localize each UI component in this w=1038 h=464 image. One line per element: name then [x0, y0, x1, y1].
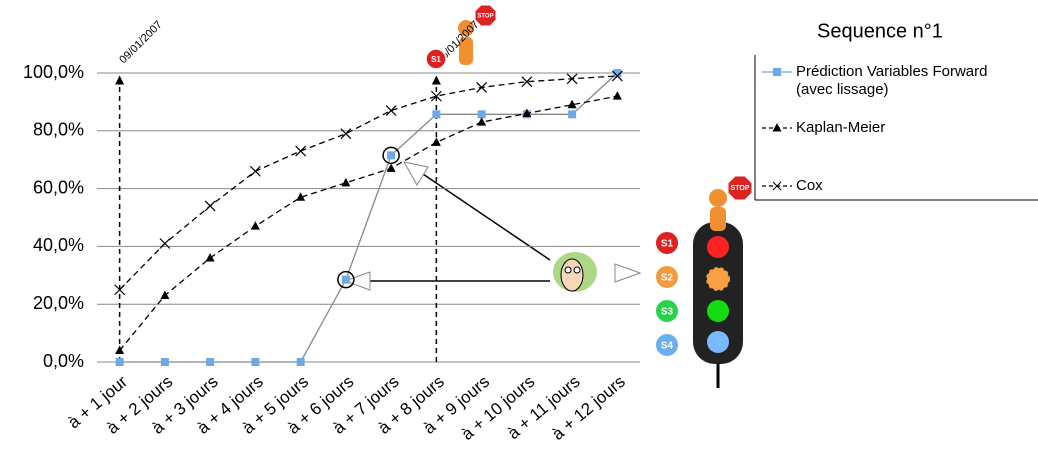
- y-tick-label: 20,0%: [33, 293, 84, 313]
- marker: [477, 110, 486, 119]
- arrow-head: [343, 271, 371, 291]
- highlight: [382, 146, 400, 165]
- legend-marker: [773, 68, 781, 76]
- series-line: [119, 72, 618, 363]
- marker: [296, 192, 306, 201]
- marker: [432, 110, 441, 119]
- legend-label: Prédiction Variables Forward (avec lissa…: [796, 63, 988, 98]
- marker: [296, 358, 305, 366]
- stop-person: STOP: [458, 4, 497, 65]
- marker: [431, 137, 441, 146]
- marker: [205, 252, 215, 262]
- face-icon: [553, 252, 597, 292]
- marker: [251, 358, 260, 366]
- marker: [521, 76, 533, 88]
- marker: [114, 284, 126, 296]
- series-line: [119, 75, 618, 291]
- pointer-arrow: [419, 171, 551, 261]
- signal-label: S1: [661, 239, 674, 250]
- signal-badge: [654, 332, 680, 358]
- signal-label: S1: [431, 55, 441, 64]
- stop-text: STOP: [477, 14, 493, 20]
- arrow-head: [614, 263, 642, 283]
- marker: [611, 70, 623, 82]
- signal-label: S2: [661, 273, 674, 284]
- annotation: 09/01/2007: [117, 19, 164, 66]
- legend-title: Sequence n°1: [817, 20, 943, 42]
- legend-label: Cox: [796, 177, 823, 194]
- marker: [568, 110, 577, 119]
- marker: [566, 73, 578, 85]
- legend-marker: [772, 123, 782, 132]
- y-tick-label: 60,0%: [33, 177, 84, 197]
- signal-badge: [654, 230, 680, 256]
- signal-label: S4: [661, 341, 674, 352]
- marker: [522, 108, 532, 117]
- marker: [249, 165, 261, 177]
- marker: [341, 177, 351, 187]
- signal-badge: [425, 48, 447, 70]
- marker: [341, 275, 350, 284]
- signal-badge: [654, 298, 680, 324]
- marker: [206, 358, 215, 366]
- arrow-head: [403, 161, 429, 186]
- marker: [115, 358, 124, 366]
- marker: [160, 290, 170, 300]
- stop-text: STOP: [731, 185, 750, 192]
- signal-badge: [654, 264, 680, 290]
- y-tick-label: 40,0%: [33, 235, 84, 255]
- marker: [295, 145, 307, 157]
- marker: [387, 151, 396, 160]
- y-tick-label: 80,0%: [33, 120, 84, 140]
- marker: [386, 163, 396, 172]
- marker: [477, 117, 487, 126]
- y-tick-label: 0,0%: [43, 351, 84, 371]
- signal-label: S3: [661, 307, 674, 318]
- marker: [159, 238, 171, 249]
- marker: [340, 128, 352, 140]
- marker: [567, 99, 577, 109]
- marker: [476, 82, 488, 93]
- legend-marker: [772, 181, 782, 191]
- series-line: [119, 95, 618, 351]
- marker: [612, 91, 622, 100]
- marker: [250, 221, 260, 230]
- marker: [204, 200, 216, 212]
- marker: [613, 69, 622, 77]
- marker: [160, 358, 169, 366]
- marker: [385, 105, 397, 116]
- marker: [430, 90, 442, 102]
- traffic-light: STOP: [693, 175, 753, 388]
- highlight: [337, 270, 355, 289]
- y-tick-label: 100,0%: [23, 62, 84, 82]
- legend-label: Kaplan-Meier: [796, 119, 886, 136]
- marker: [115, 345, 125, 354]
